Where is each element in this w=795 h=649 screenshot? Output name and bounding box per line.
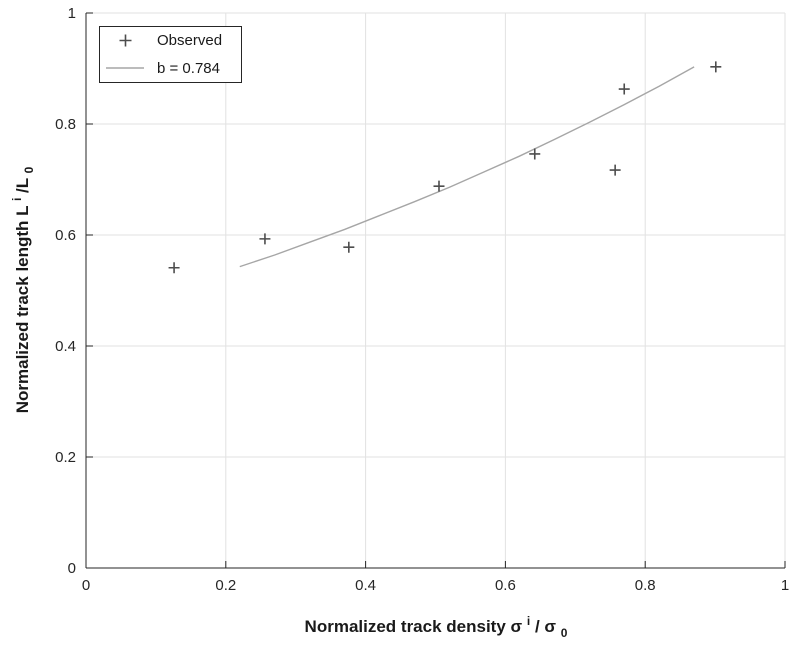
y-axis-label-sup: i bbox=[10, 198, 24, 201]
gridlines bbox=[86, 12, 786, 568]
x-axis-label-mid: / σ bbox=[535, 617, 556, 636]
observed-point-marker bbox=[343, 241, 355, 253]
plus-marker-icon bbox=[100, 34, 150, 47]
x-axis-label-sup: i bbox=[527, 614, 530, 628]
y-tick-label: 0 bbox=[68, 560, 76, 577]
y-axis-label-mid: /L bbox=[13, 178, 32, 193]
y-tick-label: 0.4 bbox=[55, 338, 76, 355]
observed-point-marker bbox=[259, 233, 271, 245]
x-tick-label: 0.6 bbox=[495, 577, 516, 594]
observed-point-marker bbox=[433, 180, 445, 192]
y-tick-label: 0.6 bbox=[55, 227, 76, 244]
x-tick-label: 0.4 bbox=[355, 577, 376, 594]
fit-curve bbox=[239, 66, 695, 268]
observed-points bbox=[168, 61, 722, 274]
y-axis-label: Normalized track length L i /L 0 bbox=[6, 166, 36, 413]
x-axis-label-sub: 0 bbox=[561, 626, 568, 640]
x-axis-label-main: Normalized track density σ bbox=[305, 617, 523, 636]
fit-curve-line bbox=[239, 66, 695, 268]
observed-point-marker bbox=[609, 164, 621, 176]
y-axis-label-main: Normalized track length L bbox=[13, 206, 32, 414]
y-tick-label: 0.2 bbox=[55, 449, 76, 466]
tick-labels: 0 0.2 0.4 0.6 0.8 1 0 0.2 0.4 0.6 0.8 1 bbox=[55, 5, 789, 594]
observed-point-marker bbox=[710, 61, 722, 73]
y-tick-label: 0.8 bbox=[55, 116, 76, 133]
legend-label-observed: Observed bbox=[157, 32, 223, 50]
observed-point-marker bbox=[529, 148, 541, 160]
observed-point-marker bbox=[168, 262, 180, 274]
plus-marker-icon-svg bbox=[119, 34, 131, 47]
x-tick-label: 0.8 bbox=[635, 577, 656, 594]
y-tick-label: 1 bbox=[68, 5, 76, 22]
legend-item-observed: Observed bbox=[100, 27, 241, 55]
legend-label-fit: b = 0.784 bbox=[157, 59, 220, 77]
x-tick-label: 1 bbox=[781, 577, 789, 594]
x-tick-label: 0.2 bbox=[215, 577, 236, 594]
axis-spines bbox=[85, 13, 785, 569]
observed-point-marker bbox=[618, 83, 630, 95]
x-axis-label: Normalized track density σ i / σ 0 bbox=[305, 610, 568, 640]
plus-marker-glyph bbox=[119, 34, 131, 47]
legend-item-fit: b = 0.784 bbox=[100, 55, 241, 83]
y-axis-label-sub: 0 bbox=[22, 166, 36, 173]
fit-line-swatch-svg bbox=[106, 67, 144, 69]
fit-line-swatch-icon bbox=[100, 66, 150, 70]
legend: Observed b = 0.784 bbox=[99, 26, 242, 83]
x-tick-label: 0 bbox=[82, 577, 90, 594]
tick-marks bbox=[85, 12, 786, 569]
